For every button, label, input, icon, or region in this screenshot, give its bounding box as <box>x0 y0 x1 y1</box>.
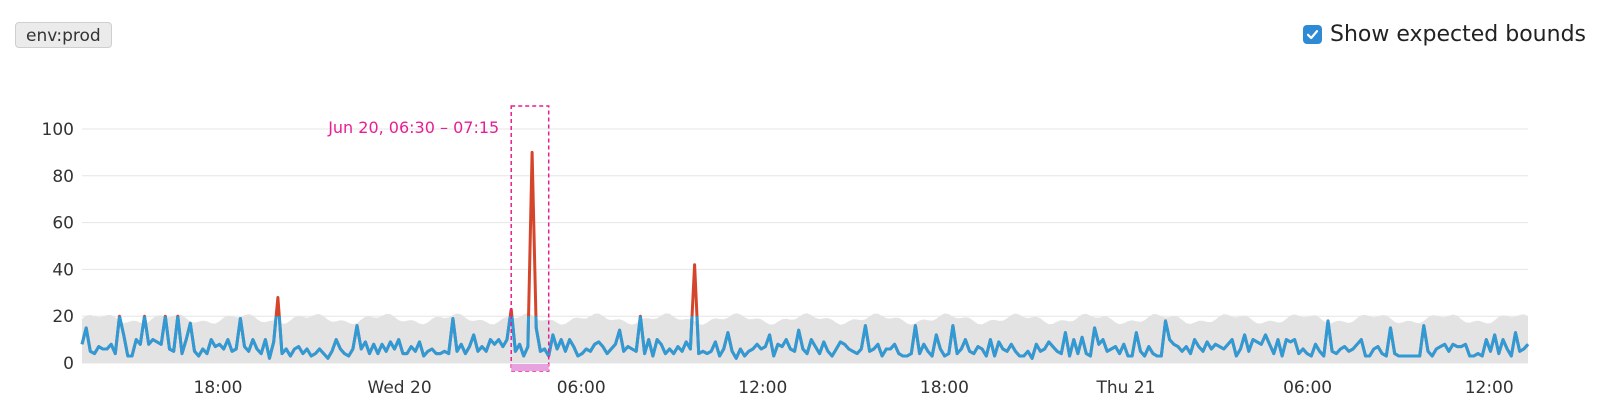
y-tick-label: 100 <box>42 120 74 140</box>
show-expected-bounds-toggle[interactable]: Show expected bounds <box>1303 20 1586 48</box>
anomaly-annotation: Jun 20, 06:30 – 07:15 <box>327 105 550 372</box>
x-axis: 18:00 Wed 20 06:00 12:00 18:00 Thu 21 06:00 12:… <box>194 378 1514 398</box>
x-tick-label: 06:00 <box>557 378 606 398</box>
env-filter-tag[interactable]: env:prod <box>15 22 112 48</box>
checkmark-icon <box>1306 29 1319 39</box>
annotation-box <box>510 105 550 372</box>
series-line-path <box>80 316 1530 360</box>
y-tick-label: 80 <box>52 167 74 187</box>
y-axis: 0 20 40 60 80 100 <box>42 120 74 374</box>
x-tick-label: 18:00 <box>194 378 243 398</box>
x-tick-label: Wed 20 <box>368 378 432 398</box>
annotation-marker <box>511 364 549 371</box>
y-tick-label: 60 <box>52 214 74 234</box>
annotation-label: Jun 20, 06:30 – 07:15 <box>327 118 499 137</box>
show-expected-bounds-label: Show expected bounds <box>1330 21 1586 47</box>
x-tick-label: 06:00 <box>1283 378 1332 398</box>
y-tick-label: 20 <box>52 307 74 327</box>
y-tick-label: 0 <box>63 354 74 374</box>
series-line <box>80 316 1530 360</box>
y-tick-label: 40 <box>52 260 74 280</box>
checkbox-checked-icon[interactable] <box>1303 24 1323 44</box>
x-tick-label: 12:00 <box>738 378 787 398</box>
x-tick-label: 12:00 <box>1465 378 1514 398</box>
x-tick-label: Thu 21 <box>1096 378 1156 398</box>
x-tick-label: 18:00 <box>920 378 969 398</box>
